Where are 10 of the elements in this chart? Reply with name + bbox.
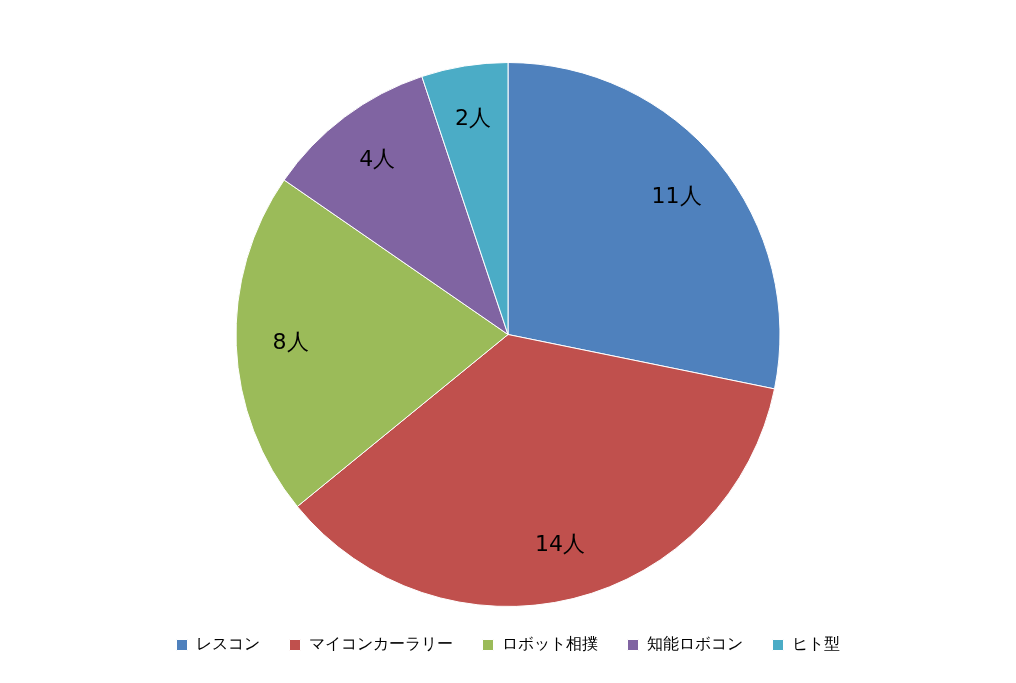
data-label: 14人 xyxy=(535,531,586,557)
legend-label: レスコン xyxy=(195,634,260,654)
legend-label: ヒト型 xyxy=(791,634,840,654)
legend-label: ロボット相撲 xyxy=(501,634,598,654)
legend-label: マイコンカーラリー xyxy=(308,634,453,654)
data-label: 4人 xyxy=(359,146,396,172)
data-label: 2人 xyxy=(455,105,492,131)
data-label: 11人 xyxy=(651,182,702,208)
legend-label: 知能ロボコン xyxy=(646,634,743,654)
data-label: 8人 xyxy=(272,328,309,354)
